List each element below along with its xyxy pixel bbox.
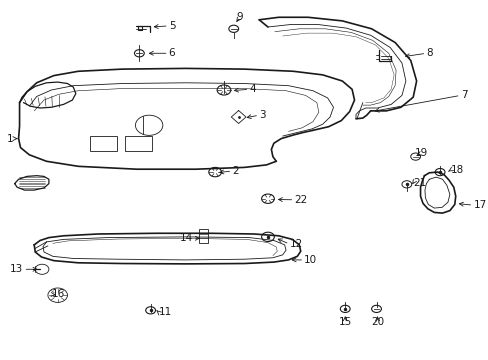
Text: 11: 11 [159,307,172,318]
Text: 15: 15 [338,317,351,327]
Text: 8: 8 [426,48,432,58]
Text: 19: 19 [414,148,427,158]
Text: 6: 6 [168,48,175,58]
Text: 16: 16 [51,289,64,300]
Text: 20: 20 [370,317,383,327]
Bar [199,229,207,243]
Text: 13: 13 [10,264,23,274]
Text: 1: 1 [7,134,14,144]
Text: 18: 18 [450,165,463,175]
Text: 7: 7 [460,90,467,100]
Text: 3: 3 [259,110,265,120]
Bar [124,136,151,151]
Text: 4: 4 [249,84,256,94]
Text: 21: 21 [412,178,426,188]
Text: 12: 12 [289,239,302,249]
Bar [90,136,117,151]
Text: 17: 17 [472,200,486,210]
Text: 9: 9 [236,12,243,22]
Text: 5: 5 [168,21,175,31]
Text: 22: 22 [294,195,307,205]
Text: 14: 14 [180,233,193,243]
Text: 10: 10 [304,255,317,265]
Text: 2: 2 [232,166,239,176]
